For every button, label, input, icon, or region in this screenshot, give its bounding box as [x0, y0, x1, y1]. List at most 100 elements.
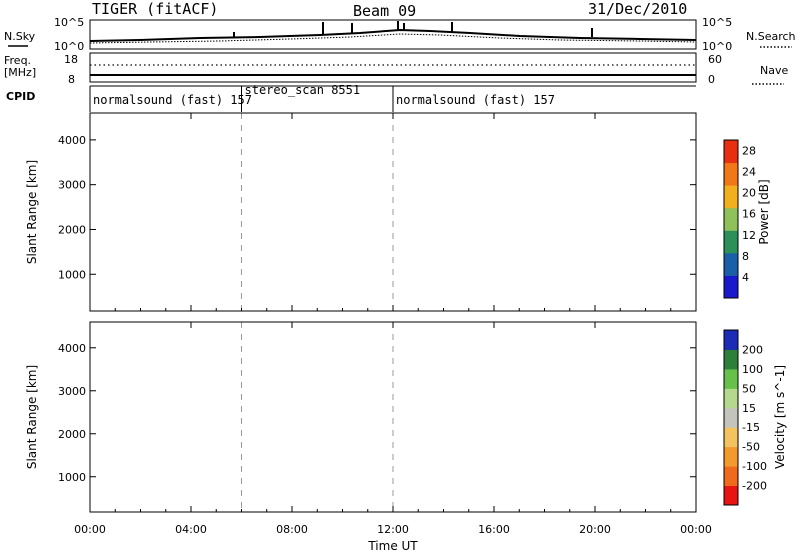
power-region — [418, 171, 494, 221]
colorbar-swatch — [724, 162, 738, 186]
freq-tick-bottom: 8 — [68, 73, 75, 86]
nsky-tick-top: 10^5 — [54, 16, 84, 29]
colorbar-swatch — [724, 407, 738, 428]
colorbar-tick-label: 16 — [742, 208, 756, 221]
nsky-spikes — [233, 21, 593, 38]
colorbar-swatch — [724, 275, 738, 299]
velocity-region — [236, 399, 267, 421]
x-tick-label: 00:00 — [680, 523, 712, 536]
velocity-region — [468, 446, 532, 469]
x-tick-label: 20:00 — [579, 523, 611, 536]
velocity-gap — [241, 472, 520, 507]
velocity-panel: 1000 2000 3000 4000 Slant Range [km] 200 100… — [25, 113, 787, 553]
nsearch-series — [89, 33, 697, 44]
power-panel: 1000 2000 3000 4000 Slant Range [km] 4 8 12 16… — [25, 112, 771, 312]
nsearch-tick-bottom: 10^0 — [702, 40, 732, 53]
cpid-segment-label: normalsound (fast) 157 — [396, 93, 555, 107]
y-tick-label: 3000 — [58, 179, 86, 192]
freq-label-2: [MHz] — [4, 66, 36, 79]
velocity-data — [90, 322, 696, 512]
nsky-series — [89, 28, 697, 42]
power-region — [90, 234, 696, 308]
velocity-y-axis: 1000 2000 3000 4000 — [58, 342, 696, 484]
nave-tick-top: 60 — [708, 53, 722, 66]
y-tick-label: 1000 — [58, 268, 86, 281]
power-region — [468, 216, 545, 275]
y-tick-label: 2000 — [58, 428, 86, 441]
nsky-tick-bottom: 10^0 — [54, 40, 84, 53]
colorbar-tick-label: 12 — [742, 229, 756, 242]
colorbar-tick-label: 28 — [742, 145, 756, 158]
power-cbar-label: Power [dB] — [757, 179, 771, 244]
freq-frame — [89, 52, 697, 83]
colorbar-swatch — [724, 140, 738, 164]
velocity-region — [531, 416, 583, 451]
nsky-panel: N.Sky 10^5 10^0 N.Search 10^5 10^0 — [4, 16, 796, 53]
nsearch-tick-top: 10^5 — [702, 16, 732, 29]
velocity-region — [266, 420, 393, 456]
power-ylabel: Slant Range [km] — [25, 160, 39, 264]
cpid-label: CPID — [6, 90, 35, 103]
power-colorbar: 4 8 12 16 20 24 28 — [723, 139, 756, 299]
colorbar-swatch — [724, 446, 738, 467]
power-y-axis: 1000 2000 3000 4000 — [58, 134, 696, 281]
colorbar-tick-label: -50 — [742, 441, 760, 454]
freq-label-1: Freq. — [4, 54, 31, 67]
colorbar-tick-label: 8 — [742, 250, 749, 263]
colorbar-tick-label: 50 — [742, 382, 756, 395]
colorbar-tick-label: 4 — [742, 271, 749, 284]
colorbar-tick-label: -15 — [742, 421, 760, 434]
time-xlabel: Time UT — [367, 539, 418, 553]
colorbar-swatch — [724, 388, 738, 409]
power-region — [241, 184, 318, 221]
x-tick-label: 04:00 — [175, 523, 207, 536]
radar-title: TIGER (fitACF) — [92, 0, 218, 18]
velocity-colorbar: 200 100 50 15 -15 -50 -100 -200 — [723, 329, 767, 506]
colorbar-swatch — [724, 466, 738, 487]
colorbar-tick-label: 24 — [742, 166, 756, 179]
x-tick-label: 00:00 — [74, 523, 106, 536]
nave-label: Nave — [760, 64, 788, 77]
colorbar-tick-label: 15 — [742, 402, 756, 415]
freq-panel: Freq. [MHz] 18 8 60 0 Nave — [4, 52, 788, 86]
nsearch-label: N.Search — [746, 30, 796, 43]
nsky-frame — [89, 19, 697, 50]
time-x-axis: 00:00 04:00 08:00 12:00 16:00 20:00 00:00 — [74, 113, 712, 536]
nsky-label: N.Sky — [4, 30, 36, 43]
colorbar-frame — [723, 329, 739, 506]
colorbar-swatch — [724, 368, 738, 389]
colorbar-tick-label: -200 — [742, 480, 767, 493]
colorbar-tick-label: -100 — [742, 460, 767, 473]
cpid-segment-label: stereo_scan 8551 — [245, 83, 361, 97]
y-tick-label: 2000 — [58, 223, 86, 236]
nave-tick-bottom: 0 — [708, 73, 715, 86]
power-region — [90, 256, 242, 308]
beam-label: Beam 09 — [353, 2, 416, 20]
colorbar-swatch — [724, 330, 738, 350]
x-tick-label: 16:00 — [478, 523, 510, 536]
x-tick-label: 08:00 — [276, 523, 308, 536]
colorbar-swatch — [724, 230, 738, 254]
colorbar-swatch — [724, 252, 738, 276]
velocity-ylabel: Slant Range [km] — [25, 365, 39, 469]
colorbar-tick-label: 200 — [742, 343, 763, 356]
date-label: 31/Dec/2010 — [588, 0, 687, 18]
colorbar-swatch — [724, 207, 738, 231]
colorbar-swatch — [724, 427, 738, 448]
cpid-segment-label: normalsound (fast) 157 — [93, 93, 252, 107]
freq-tick-top: 18 — [64, 53, 78, 66]
power-gap — [241, 269, 520, 306]
colorbar-swatch — [724, 485, 738, 506]
colorbar-swatch — [724, 349, 738, 370]
power-data — [90, 113, 696, 311]
colorbar-tick-label: 20 — [742, 187, 756, 200]
colorbar-frame — [723, 139, 739, 299]
colorbar-swatch — [724, 185, 738, 209]
x-tick-label: 12:00 — [377, 523, 409, 536]
y-tick-label: 1000 — [58, 471, 86, 484]
y-tick-label: 4000 — [58, 342, 86, 355]
colorbar-tick-label: 100 — [742, 363, 763, 376]
